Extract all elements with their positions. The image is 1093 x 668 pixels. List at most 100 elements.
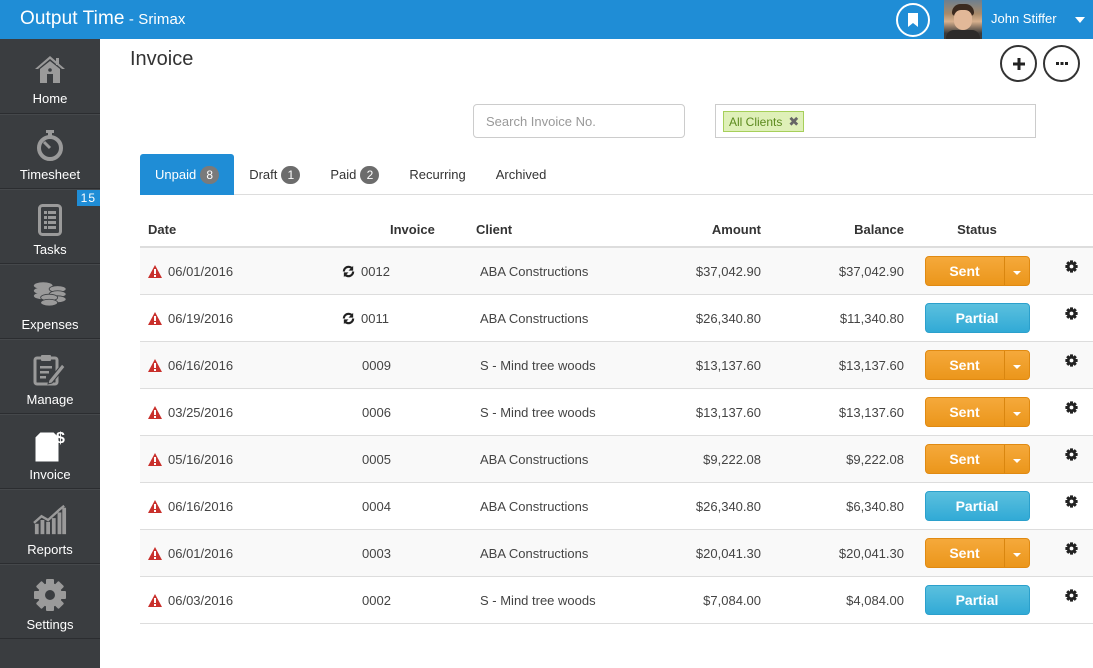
org-name: - Srimax	[124, 11, 186, 28]
sidebar-item-manage[interactable]: Manage	[0, 339, 100, 414]
table-row[interactable]: 06/03/2016 0002 S - Mind tree woods $7,0…	[140, 577, 1093, 624]
status-partial-button[interactable]: Partial	[924, 585, 1030, 615]
clipboard-edit-icon	[33, 353, 67, 387]
status-label[interactable]: Sent	[949, 357, 980, 373]
invoice-amount: $26,340.80	[695, 310, 761, 326]
sidebar-item-home[interactable]: Home	[0, 39, 100, 114]
table-row[interactable]: 06/16/2016 0009 S - Mind tree woods $13,…	[140, 342, 1093, 389]
status-partial-button[interactable]: Partial	[924, 303, 1030, 333]
table-row[interactable]: 05/16/2016 0005 ABA Constructions $9,222…	[140, 436, 1093, 483]
invoice-balance: $9,222.08	[846, 451, 904, 467]
client-name: ABA Constructions	[480, 498, 589, 514]
icon-spacer	[342, 452, 356, 466]
row-settings-button[interactable]	[1050, 530, 1093, 555]
status-sent-button[interactable]: Sent	[924, 256, 1030, 286]
status-dropdown-toggle[interactable]	[1003, 257, 1029, 285]
status-dropdown-toggle[interactable]	[1003, 539, 1029, 567]
remove-tag-icon[interactable]: ✖	[788, 113, 800, 129]
invoice-balance: $4,084.00	[846, 592, 904, 608]
header-client[interactable]: Client	[476, 222, 513, 237]
status-label[interactable]: Sent	[949, 545, 980, 561]
sidebar-item-invoice[interactable]: $ Invoice	[0, 414, 100, 489]
more-options-button[interactable]	[1043, 45, 1080, 82]
table-row[interactable]: 03/25/2016 0006 S - Mind tree woods $13,…	[140, 389, 1093, 436]
warning-icon	[148, 405, 162, 419]
table-row[interactable]: 06/16/2016 0004 ABA Constructions $26,34…	[140, 483, 1093, 530]
invoice-number[interactable]: 0005	[362, 451, 391, 467]
tab-count-badge: 8	[200, 165, 220, 184]
invoice-date: 06/19/2016	[168, 310, 234, 326]
row-settings-button[interactable]	[1050, 389, 1093, 414]
status-label[interactable]: Sent	[949, 451, 980, 467]
header-balance[interactable]: Balance	[854, 222, 904, 237]
row-settings-button[interactable]	[1050, 342, 1093, 367]
ellipsis-icon	[1055, 61, 1068, 65]
row-settings-button[interactable]	[1050, 483, 1093, 508]
row-settings-button[interactable]	[1050, 436, 1093, 461]
status-sent-button[interactable]: Sent	[924, 350, 1030, 380]
invoice-number[interactable]: 0011	[361, 310, 389, 326]
sidebar-item-tasks[interactable]: 15 Tasks	[0, 189, 100, 264]
client-name: S - Mind tree woods	[480, 357, 596, 373]
invoice-number[interactable]: 0009	[362, 357, 391, 373]
search-invoice-input[interactable]	[473, 104, 685, 138]
gear-icon	[1065, 542, 1078, 555]
sidebar-item-label: Manage	[26, 392, 74, 407]
status-dropdown-toggle[interactable]	[1003, 351, 1029, 379]
tab-paid[interactable]: Paid 2	[315, 154, 394, 195]
table-row[interactable]: 06/01/2016 0003 ABA Constructions $20,04…	[140, 530, 1093, 577]
warning-icon	[148, 264, 162, 278]
user-menu-caret-icon[interactable]	[1075, 17, 1085, 23]
tab-draft[interactable]: Draft 1	[234, 154, 315, 195]
tab-label: Unpaid	[155, 167, 197, 182]
home-icon	[33, 52, 67, 86]
status-sent-button[interactable]: Sent	[924, 538, 1030, 568]
client-filter-input[interactable]: All Clients ✖	[715, 104, 1036, 138]
client-name: S - Mind tree woods	[480, 592, 596, 608]
invoice-number[interactable]: 0006	[362, 404, 391, 420]
sidebar-item-label: Expenses	[21, 317, 79, 332]
tab-unpaid[interactable]: Unpaid 8	[140, 154, 235, 195]
user-name[interactable]: John Stiffer	[991, 11, 1057, 26]
header-date[interactable]: Date	[148, 222, 177, 237]
gear-icon	[1065, 401, 1078, 414]
sidebar-item-settings[interactable]: Settings	[0, 564, 100, 639]
tab-recurring[interactable]: Recurring	[394, 154, 480, 195]
header-invoice[interactable]: Invoice	[390, 222, 435, 237]
bookmark-button[interactable]	[896, 3, 930, 37]
stopwatch-icon	[33, 128, 67, 162]
status-sent-button[interactable]: Sent	[924, 397, 1030, 427]
row-settings-button[interactable]	[1050, 248, 1093, 273]
client-name: ABA Constructions	[480, 263, 589, 279]
table-row[interactable]: 06/01/2016 0012 ABA Constructions $37,04…	[140, 248, 1093, 295]
row-settings-button[interactable]	[1050, 295, 1093, 320]
coins-icon	[33, 278, 67, 312]
sidebar-item-label: Tasks	[33, 242, 67, 257]
invoice-number[interactable]: 0012	[361, 263, 390, 279]
status-label[interactable]: Sent	[949, 404, 980, 420]
header-status[interactable]: Status	[957, 222, 997, 237]
page-title: Invoice	[130, 48, 194, 70]
status-sent-button[interactable]: Sent	[924, 444, 1030, 474]
gear-icon	[1065, 307, 1078, 320]
row-settings-button[interactable]	[1050, 577, 1093, 602]
sidebar-item-reports[interactable]: Reports	[0, 489, 100, 564]
invoice-number[interactable]: 0003	[362, 545, 391, 561]
table-row[interactable]: 06/19/2016 0011 ABA Constructions $26,34…	[140, 295, 1093, 342]
tab-archived[interactable]: Archived	[481, 154, 562, 195]
invoice-number[interactable]: 0004	[362, 498, 391, 514]
invoice-amount: $9,222.08	[703, 451, 761, 467]
add-invoice-button[interactable]	[1000, 45, 1037, 82]
invoice-number[interactable]: 0002	[362, 592, 391, 608]
status-label[interactable]: Sent	[949, 263, 980, 279]
invoice-date: 06/03/2016	[168, 592, 234, 608]
status-dropdown-toggle[interactable]	[1003, 398, 1029, 426]
status-partial-button[interactable]: Partial	[924, 491, 1030, 521]
avatar[interactable]	[944, 0, 982, 39]
client-name: ABA Constructions	[480, 545, 589, 561]
status-dropdown-toggle[interactable]	[1003, 445, 1029, 473]
header-amount[interactable]: Amount	[711, 222, 761, 237]
client-filter-tag: All Clients ✖	[723, 111, 805, 132]
sidebar-item-timesheet[interactable]: Timesheet	[0, 114, 100, 189]
sidebar-item-expenses[interactable]: Expenses	[0, 264, 100, 339]
